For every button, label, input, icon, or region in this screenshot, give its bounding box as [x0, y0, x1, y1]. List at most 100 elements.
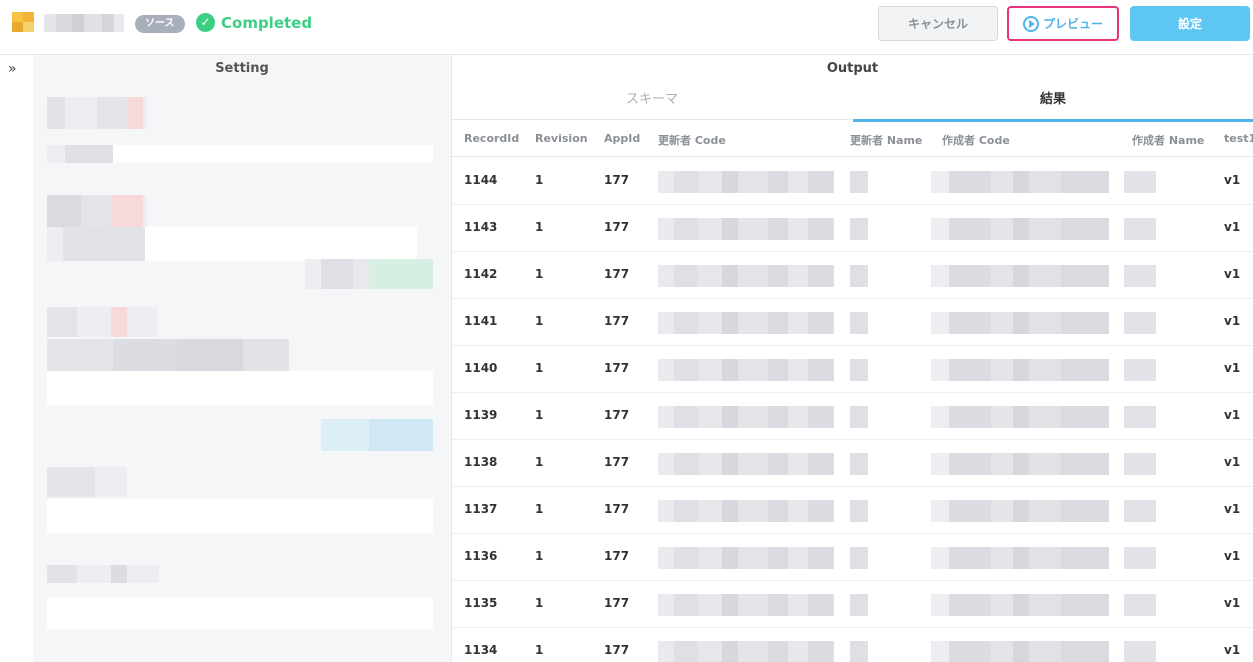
redacted-updater-name: [850, 218, 868, 240]
revision-cell: 1: [535, 267, 544, 281]
table-row[interactable]: 1141 1 177 v1: [452, 298, 1253, 346]
app-logo-icon: [12, 12, 34, 32]
redacted-updater-name: [850, 594, 868, 616]
redacted-block: [47, 307, 157, 337]
table-row[interactable]: 1143 1 177 v1: [452, 204, 1253, 252]
column-header-revision[interactable]: Revision: [535, 132, 588, 145]
output-panel: Output スキーマ 結果 RecordId Revision AppId 更…: [452, 55, 1253, 662]
redacted-creator-code: [931, 641, 1109, 662]
test1-cell: v1: [1224, 361, 1241, 375]
revision-cell: 1: [535, 314, 544, 328]
redacted-updater-name: [850, 500, 868, 522]
redacted-creator-name: [1124, 641, 1156, 662]
redacted-updater-code: [658, 218, 834, 240]
revision-cell: 1: [535, 173, 544, 187]
tab-schema[interactable]: スキーマ: [452, 89, 852, 120]
column-header-recordid[interactable]: RecordId: [464, 132, 520, 145]
redacted-field: [47, 499, 433, 533]
redacted-creator-name: [1124, 500, 1156, 522]
test1-cell: v1: [1224, 502, 1241, 516]
setting-panel: Setting: [33, 55, 452, 662]
redacted-field: [47, 371, 433, 405]
redacted-block: [47, 97, 147, 129]
redacted-creator-code: [931, 594, 1109, 616]
redacted-block: [47, 565, 159, 583]
table-row[interactable]: 1144 1 177 v1: [452, 157, 1253, 205]
redacted-updater-code: [658, 406, 834, 428]
test1-cell: v1: [1224, 267, 1241, 281]
column-header-updater-name[interactable]: 更新者 Name: [850, 134, 923, 147]
app-id-cell: 177: [604, 455, 630, 469]
redacted-field: [47, 597, 433, 629]
redacted-creator-code: [931, 312, 1109, 334]
table-row[interactable]: 1137 1 177 v1: [452, 486, 1253, 534]
table-row[interactable]: 1134 1 177 v1: [452, 627, 1253, 662]
redacted-updater-code: [658, 171, 834, 193]
redacted-block: [47, 195, 147, 227]
record-id-cell: 1134: [464, 643, 498, 657]
expand-sidebar-icon[interactable]: »: [8, 61, 17, 77]
left-sidebar: »: [0, 55, 34, 662]
redacted-creator-name: [1124, 359, 1156, 381]
record-id-cell: 1141: [464, 314, 498, 328]
table-row[interactable]: 1142 1 177 v1: [452, 251, 1253, 299]
redacted-creator-code: [931, 453, 1109, 475]
column-header-updater-code[interactable]: 更新者 Code: [658, 134, 726, 147]
table-row[interactable]: 1136 1 177 v1: [452, 533, 1253, 581]
app-id-cell: 177: [604, 267, 630, 281]
record-id-cell: 1143: [464, 220, 498, 234]
redacted-updater-name: [850, 641, 868, 662]
redacted-updater-code: [658, 547, 834, 569]
column-header-appid[interactable]: AppId: [604, 132, 641, 145]
test1-cell: v1: [1224, 220, 1241, 234]
redacted-updater-name: [850, 265, 868, 287]
revision-cell: 1: [535, 643, 544, 657]
app-id-cell: 177: [604, 220, 630, 234]
redacted-updater-name: [850, 312, 868, 334]
revision-cell: 1: [535, 455, 544, 469]
test1-cell: v1: [1224, 455, 1241, 469]
source-badge: ソース: [135, 15, 185, 33]
redacted-tag: [321, 419, 433, 451]
test1-cell: v1: [1224, 408, 1241, 422]
redacted-field: [47, 339, 289, 371]
record-id-cell: 1142: [464, 267, 498, 281]
redacted-creator-name: [1124, 547, 1156, 569]
redacted-updater-code: [658, 265, 834, 287]
app-id-cell: 177: [604, 596, 630, 610]
app-id-cell: 177: [604, 549, 630, 563]
record-id-cell: 1137: [464, 502, 498, 516]
redacted-updater-code: [658, 312, 834, 334]
test1-cell: v1: [1224, 643, 1241, 657]
redacted-field: [47, 145, 433, 163]
column-header-creator-name[interactable]: 作成者 Name: [1132, 134, 1205, 147]
settings-button[interactable]: 設定: [1130, 6, 1250, 41]
status-text: Completed: [221, 13, 313, 32]
redacted-creator-code: [931, 359, 1109, 381]
redacted-creator-name: [1124, 265, 1156, 287]
output-title: Output: [826, 61, 879, 76]
redacted-creator-name: [1124, 453, 1156, 475]
redacted-creator-code: [931, 500, 1109, 522]
column-header-creator-code[interactable]: 作成者 Code: [942, 134, 1010, 147]
column-header-test1[interactable]: test1: [1224, 132, 1253, 145]
revision-cell: 1: [535, 502, 544, 516]
cancel-button[interactable]: キャンセル: [878, 6, 998, 41]
table-row[interactable]: 1139 1 177 v1: [452, 392, 1253, 440]
play-icon: [1022, 15, 1039, 32]
test1-cell: v1: [1224, 173, 1241, 187]
table-row[interactable]: 1138 1 177 v1: [452, 439, 1253, 487]
table-row[interactable]: 1140 1 177 v1: [452, 345, 1253, 393]
redacted-creator-name: [1124, 312, 1156, 334]
table-row[interactable]: 1135 1 177 v1: [452, 580, 1253, 628]
tab-result[interactable]: 結果: [853, 89, 1253, 122]
redacted-updater-name: [850, 406, 868, 428]
preview-button[interactable]: プレビュー: [1007, 6, 1119, 41]
record-id-cell: 1140: [464, 361, 498, 375]
redacted-source-name: [44, 14, 124, 32]
redacted-updater-name: [850, 453, 868, 475]
revision-cell: 1: [535, 220, 544, 234]
revision-cell: 1: [535, 408, 544, 422]
redacted-block: [47, 467, 127, 497]
redacted-updater-name: [850, 171, 868, 193]
